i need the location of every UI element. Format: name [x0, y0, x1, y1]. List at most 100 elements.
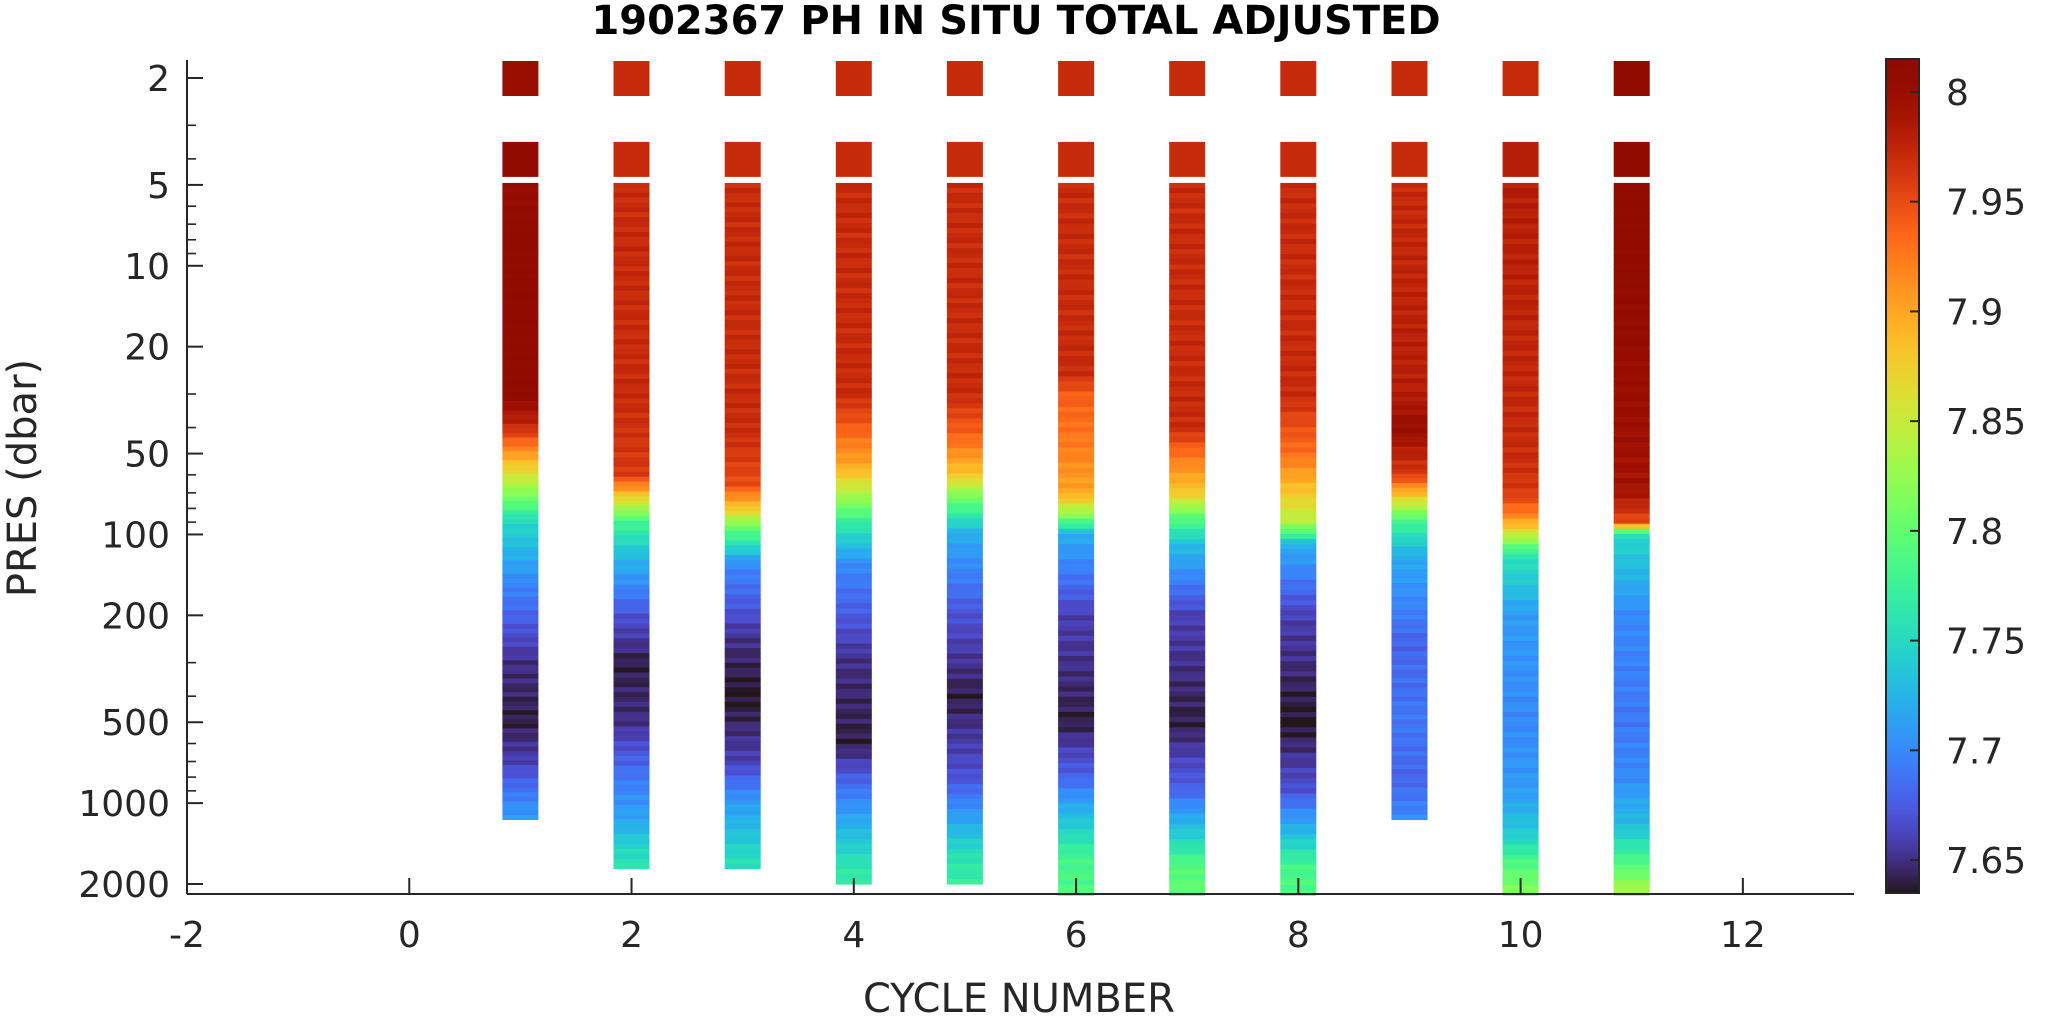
profile-segment	[835, 598, 872, 605]
profile-segment	[502, 423, 539, 430]
profile-segment	[1613, 620, 1650, 627]
profile-segment	[1280, 416, 1317, 423]
profile-segment	[1280, 320, 1317, 326]
profile-segment	[613, 692, 650, 698]
profile-segment	[1280, 355, 1317, 362]
profile-segment	[1391, 601, 1428, 607]
profile-segment	[502, 746, 539, 752]
profile-segment	[835, 723, 872, 730]
profile-segment	[946, 328, 983, 334]
profile-segment	[1058, 360, 1095, 367]
profile-segment	[1058, 213, 1095, 220]
profile-segment	[724, 628, 761, 634]
profile-segment	[1613, 376, 1650, 382]
profile-segment	[1391, 282, 1428, 289]
profile-segment	[1391, 437, 1428, 443]
profile-segment	[724, 697, 761, 703]
profile-segment	[724, 506, 761, 512]
profile-segment	[1391, 287, 1428, 293]
profile-segment	[1169, 335, 1206, 342]
profile-segment	[502, 469, 539, 475]
profile-segment	[613, 290, 650, 297]
profile-segment	[724, 261, 761, 267]
profile-segment	[1058, 238, 1095, 245]
profile-segment	[1502, 513, 1539, 520]
profile-segment	[1280, 762, 1317, 769]
profile-segment	[946, 518, 983, 525]
surface-sample-cycle-3	[724, 141, 761, 177]
profile-segment	[1280, 706, 1317, 713]
profile-segment	[1280, 610, 1317, 616]
profile-segment	[946, 633, 983, 640]
profile-segment	[724, 466, 761, 473]
profile-segment	[946, 728, 983, 735]
profile-segment	[1169, 773, 1206, 779]
profile-segment	[724, 853, 761, 860]
profile-segment	[502, 273, 539, 279]
profile-segment	[1169, 737, 1206, 744]
profile-segment	[1613, 315, 1650, 321]
profile-segment	[1613, 676, 1650, 683]
profile-segment	[1391, 464, 1428, 470]
profile-segment	[1502, 834, 1539, 840]
profile-segment	[724, 476, 761, 483]
profile-segment	[1169, 310, 1206, 316]
profile-segment	[502, 787, 539, 793]
profile-segment	[502, 246, 539, 252]
profile-segment	[724, 427, 761, 434]
profile-segment	[1391, 246, 1428, 252]
profile-segment	[613, 182, 650, 189]
profile-segment	[946, 338, 983, 344]
profile-segment	[724, 824, 761, 830]
profile-segment	[1613, 330, 1650, 337]
profile-segment	[613, 706, 650, 713]
profile-segment	[1169, 767, 1206, 774]
profile-segment	[724, 236, 761, 243]
y-tick-label: 5	[147, 166, 170, 207]
profile-segment	[1613, 457, 1650, 464]
profile-segment	[835, 253, 872, 259]
profile-segment	[835, 633, 872, 640]
profile-segment	[1280, 503, 1317, 510]
profile-segment	[835, 453, 872, 459]
profile-segment	[502, 310, 539, 316]
profile-segment	[613, 231, 650, 238]
profile-segment	[1058, 696, 1095, 703]
profile-segment	[1280, 803, 1317, 810]
profile-segment	[1502, 564, 1539, 571]
profile-segment	[835, 593, 872, 600]
profile-segment	[946, 663, 983, 670]
profile-segment	[1613, 284, 1650, 291]
profile-segment	[1391, 578, 1428, 584]
profile-segment	[1502, 411, 1539, 418]
profile-segment	[835, 698, 872, 705]
profile-segment	[1391, 355, 1428, 361]
profile-segment	[1058, 569, 1095, 576]
profile-segment	[613, 555, 650, 561]
profile-segment	[1502, 223, 1539, 230]
profile-segment	[1169, 406, 1206, 413]
profile-segment	[835, 823, 872, 830]
profile-segment	[1391, 733, 1428, 739]
profile-segment	[502, 687, 539, 693]
profile-segment	[835, 483, 872, 489]
profile-segment	[502, 646, 539, 652]
profile-segment	[502, 282, 539, 289]
profile-segment	[835, 643, 872, 650]
profile-segment	[1613, 488, 1650, 494]
profile-segment	[946, 738, 983, 745]
profile-segment	[502, 583, 539, 589]
profile-segment	[1391, 783, 1428, 789]
profile-segment	[946, 798, 983, 805]
profile-segment	[613, 226, 650, 233]
profile-segment	[946, 693, 983, 700]
profile-segment	[724, 217, 761, 223]
profile-segment	[1280, 828, 1317, 835]
profile-segment	[835, 738, 872, 745]
profile-segment	[502, 237, 539, 243]
profile-segment	[1502, 671, 1539, 677]
profile-segment	[1613, 640, 1650, 647]
profile-segment	[1613, 574, 1650, 581]
profile-segment	[613, 569, 650, 576]
profile-segment	[946, 833, 983, 840]
